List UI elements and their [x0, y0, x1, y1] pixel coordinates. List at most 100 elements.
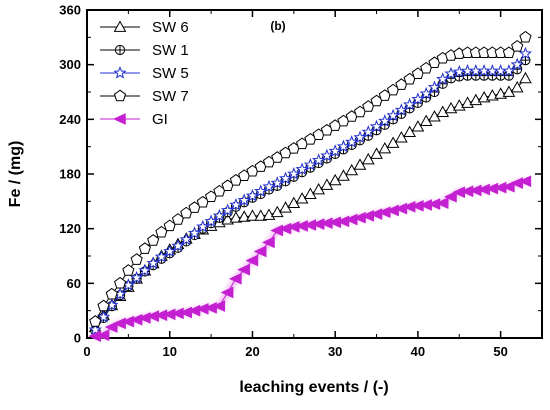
point-sw-7 [511, 40, 524, 52]
point-sw-5 [436, 72, 450, 85]
legend-item-sw-7: SW 7 [100, 88, 189, 105]
point-sw-5 [237, 193, 251, 207]
point-sw-5 [361, 125, 375, 138]
point-sw-5 [328, 144, 342, 157]
legend: SW 6 SW 1 SW 5 SW 7 GI [100, 19, 189, 128]
legend-item-sw-5: SW 5 [100, 65, 189, 82]
point-gi [220, 286, 234, 299]
y-tick-label: 60 [67, 276, 81, 291]
point-sw-5 [138, 263, 152, 277]
y-ticks: 0 60 120 180 240 300 360 [59, 3, 542, 346]
y-tick-label: 120 [59, 221, 81, 236]
point-sw-6 [436, 105, 450, 117]
point-sw-7 [113, 276, 127, 289]
point-sw-7 [105, 287, 118, 300]
point-sw-5 [510, 57, 524, 71]
point-sw-5 [270, 176, 284, 189]
point-sw-7 [519, 30, 532, 43]
point-sw-5 [146, 256, 160, 269]
point-sw-7 [97, 299, 110, 312]
point-sw-5 [394, 103, 409, 116]
x-tick-label: 20 [245, 344, 259, 359]
point-sw-6 [337, 169, 350, 181]
y-tick-label: 300 [59, 57, 81, 72]
series-gi [88, 175, 532, 343]
point-gi [237, 263, 250, 276]
legend-marker [113, 66, 127, 79]
series-sw-7 [89, 30, 532, 327]
point-gi [261, 236, 275, 249]
point-sw-5 [378, 114, 392, 127]
point-sw-6 [345, 163, 359, 176]
point-sw-6 [237, 210, 251, 222]
point-sw-5 [303, 157, 318, 171]
plot-area [86, 9, 543, 339]
point-sw-5 [171, 238, 185, 252]
legend-marker [113, 89, 127, 102]
point-sw-6 [510, 80, 524, 93]
point-sw-7 [122, 264, 135, 276]
point-sw-5 [204, 214, 218, 228]
point-sw-5 [444, 66, 458, 80]
legend-marker [113, 20, 127, 32]
point-sw-5 [262, 179, 276, 193]
point-sw-5 [402, 97, 417, 111]
point-sw-7 [147, 234, 160, 246]
point-sw-5 [220, 203, 235, 217]
point-gi [435, 197, 449, 210]
legend-label: SW 6 [152, 19, 189, 36]
point-sw-7 [89, 315, 102, 327]
legend-marker [114, 44, 126, 56]
point-sw-5 [229, 197, 243, 211]
point-gi [518, 175, 532, 188]
panel-label: (b) [270, 19, 285, 33]
point-sw-5 [411, 92, 425, 105]
point-sw-5 [311, 153, 326, 166]
point-sw-5 [287, 167, 301, 180]
point-sw-6 [254, 209, 268, 221]
point-gi [245, 254, 259, 267]
point-sw-5 [96, 310, 111, 323]
point-sw-6 [395, 131, 408, 143]
point-sw-5 [212, 208, 227, 222]
point-sw-5 [129, 270, 144, 284]
y-tick-label: 180 [59, 167, 81, 182]
point-sw-5 [518, 46, 533, 60]
point-sw-5 [336, 139, 351, 153]
point-sw-5 [278, 171, 293, 185]
point-gi [501, 180, 515, 193]
point-gi [228, 272, 242, 285]
x-tick-label: 10 [162, 344, 176, 359]
point-sw-6 [246, 209, 259, 221]
point-sw-5 [154, 249, 169, 263]
point-sw-5 [353, 130, 367, 144]
point-sw-6 [411, 120, 425, 132]
x-tick-label: 50 [493, 344, 507, 359]
point-sw-5 [320, 148, 334, 162]
legend-marker [112, 113, 126, 125]
point-sw-5 [254, 184, 268, 197]
y-axis-title: Fe / (mg) [7, 141, 24, 208]
point-sw-6 [229, 211, 243, 223]
point-sw-6 [519, 71, 532, 84]
series-layer [88, 30, 533, 343]
point-sw-6 [403, 125, 416, 137]
point-sw-5 [295, 162, 309, 176]
point-gi [104, 321, 118, 333]
x-tick-label: 40 [411, 344, 425, 359]
point-sw-6 [386, 136, 400, 148]
legend-label: SW 5 [152, 65, 189, 82]
point-sw-6 [353, 158, 367, 170]
series-sw-5 [88, 46, 533, 336]
x-axis-title: leaching events / (-) [239, 379, 388, 396]
point-gi [212, 300, 226, 313]
legend-label: GI [152, 111, 168, 128]
point-sw-7 [138, 242, 152, 254]
point-sw-5 [369, 119, 384, 133]
point-sw-5 [427, 80, 442, 94]
point-sw-5 [196, 219, 210, 233]
point-sw-6 [370, 147, 383, 159]
y-tick-label: 0 [74, 331, 81, 346]
point-sw-5 [419, 86, 433, 100]
